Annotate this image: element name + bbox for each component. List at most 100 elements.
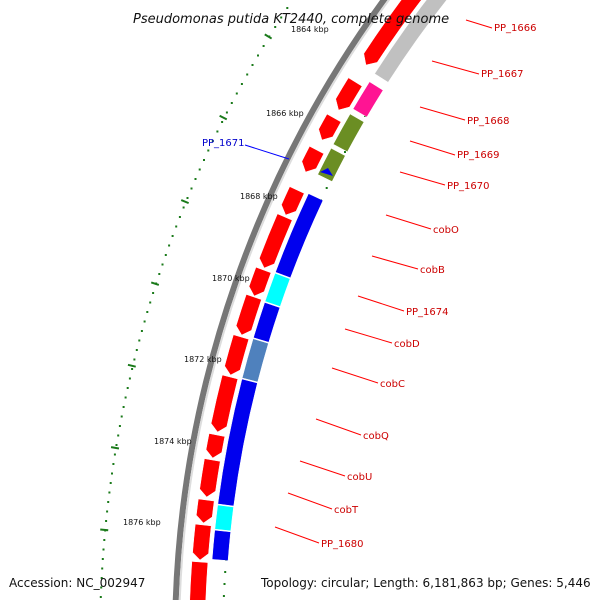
label-lines bbox=[244, 19, 493, 544]
tick-dot bbox=[168, 244, 171, 247]
gene-label-cobq[interactable]: cobQ bbox=[363, 431, 389, 442]
genome-summary-text: Topology: circular; Length: 6,181,863 bp… bbox=[260, 576, 591, 590]
gene-label-pp1668[interactable]: PP_1668 bbox=[467, 116, 510, 127]
gene-label-line bbox=[315, 418, 362, 436]
gene-label-cobo[interactable]: cobO bbox=[433, 225, 459, 236]
tick-dot bbox=[158, 273, 161, 275]
gene-feature bbox=[275, 193, 324, 279]
gene-label-pp1670[interactable]: PP_1670 bbox=[447, 181, 490, 192]
gene-label-line-pp1671 bbox=[244, 144, 290, 160]
gene-feature bbox=[374, 0, 447, 83]
gene-feature bbox=[352, 81, 384, 118]
gene-label-pp1671[interactable]: PP_1671 bbox=[202, 138, 245, 149]
gene-label-line bbox=[465, 19, 493, 29]
tick-dot bbox=[280, 16, 283, 19]
tick-dot bbox=[131, 368, 134, 370]
gene-label-cobc[interactable]: cobC bbox=[380, 379, 405, 390]
tick-dot bbox=[111, 472, 113, 475]
gene-label-pp1674[interactable]: PP_1674 bbox=[406, 307, 449, 318]
gene-label-cobu[interactable]: cobU bbox=[347, 472, 372, 483]
tick-dot bbox=[230, 102, 233, 104]
gene-feature bbox=[224, 334, 250, 376]
tick-dot bbox=[146, 311, 149, 313]
major-tick bbox=[219, 114, 228, 121]
gene-label-line bbox=[385, 214, 432, 230]
tick-dot bbox=[149, 301, 152, 304]
tick-dot bbox=[246, 73, 249, 76]
gene-feature bbox=[248, 266, 272, 297]
tick-dot bbox=[182, 206, 185, 209]
gene-feature bbox=[335, 77, 363, 111]
gene-feature bbox=[196, 498, 215, 524]
tick-dot bbox=[122, 406, 125, 408]
inner-tick-dot bbox=[344, 151, 346, 153]
tick-label-1868: 1868 kbp bbox=[240, 192, 278, 201]
accession-text: Accession: NC_002947 bbox=[9, 576, 145, 590]
gene-label-line bbox=[371, 255, 419, 270]
gene-feature bbox=[199, 458, 221, 498]
gene-label-cobt[interactable]: cobT bbox=[334, 505, 359, 516]
genome-title: Pseudomonas putida KT2440, complete geno… bbox=[133, 12, 449, 27]
tick-dot bbox=[112, 463, 115, 465]
gene-label-pp1666[interactable]: PP_1666 bbox=[494, 23, 537, 34]
tick-dot bbox=[161, 263, 164, 266]
major-tick bbox=[150, 281, 160, 286]
tick-dot bbox=[190, 187, 193, 190]
gene-feature bbox=[217, 378, 258, 507]
tick-dot bbox=[251, 64, 254, 66]
tick-dot bbox=[274, 26, 277, 28]
gene-feature bbox=[318, 113, 342, 141]
tick-dot bbox=[138, 339, 141, 342]
gene-label-line bbox=[344, 328, 393, 344]
gene-labels: PP_1666 PP_1667 PP_1668 PP_1669 PP_1670 … bbox=[202, 23, 537, 550]
tick-dot bbox=[106, 510, 109, 513]
tick-dot bbox=[198, 168, 201, 171]
gene-feature-pp1671 bbox=[320, 168, 333, 176]
tick-dot bbox=[240, 83, 243, 85]
gene-feature bbox=[363, 0, 422, 66]
tick-dot bbox=[124, 396, 127, 399]
tick-dot bbox=[120, 415, 123, 418]
tick-dot bbox=[126, 387, 129, 389]
tick-dot bbox=[286, 7, 289, 9]
gene-feature bbox=[210, 374, 239, 433]
tick-labels: 1864 kbp 1866 kbp 1868 kbp 1870 kbp 1872… bbox=[123, 25, 329, 527]
gene-label-line bbox=[399, 171, 446, 186]
tick-dot bbox=[128, 377, 131, 380]
gene-feature bbox=[332, 113, 365, 153]
gene-label-cobd[interactable]: cobD bbox=[394, 339, 420, 350]
tick-dot bbox=[140, 330, 143, 332]
gene-feature bbox=[241, 338, 269, 383]
tick-dot bbox=[118, 425, 121, 427]
gene-label-line bbox=[431, 60, 480, 75]
gene-label-pp1669[interactable]: PP_1669 bbox=[457, 150, 500, 161]
gene-feature bbox=[259, 213, 293, 269]
tick-dot bbox=[105, 520, 108, 522]
tick-dot bbox=[194, 178, 197, 180]
tick-dot bbox=[135, 349, 138, 351]
gene-feature bbox=[235, 294, 262, 336]
gene-label-line bbox=[419, 106, 466, 121]
tick-dot bbox=[109, 482, 112, 484]
tick-dot bbox=[143, 320, 146, 323]
major-tick bbox=[100, 528, 109, 532]
tick-dot bbox=[235, 92, 238, 95]
tick-dot bbox=[216, 130, 219, 133]
tick-dot bbox=[115, 444, 118, 446]
feature-track bbox=[189, 0, 447, 600]
tick-dot bbox=[152, 292, 155, 294]
tick-dot bbox=[101, 558, 104, 560]
major-tick bbox=[127, 363, 136, 368]
tick-dot bbox=[103, 539, 106, 541]
tick-label-1866: 1866 kbp bbox=[266, 109, 304, 118]
gene-label-pp1680[interactable]: PP_1680 bbox=[321, 539, 364, 550]
gene-label-line bbox=[274, 526, 320, 544]
backbone bbox=[172, 0, 391, 600]
gene-feature bbox=[214, 504, 234, 532]
gene-feature bbox=[211, 529, 231, 561]
tick-dot bbox=[186, 197, 189, 199]
gene-label-pp1667[interactable]: PP_1667 bbox=[481, 69, 524, 80]
gene-label-cobb[interactable]: cobB bbox=[420, 265, 445, 276]
tick-dot bbox=[133, 358, 136, 361]
